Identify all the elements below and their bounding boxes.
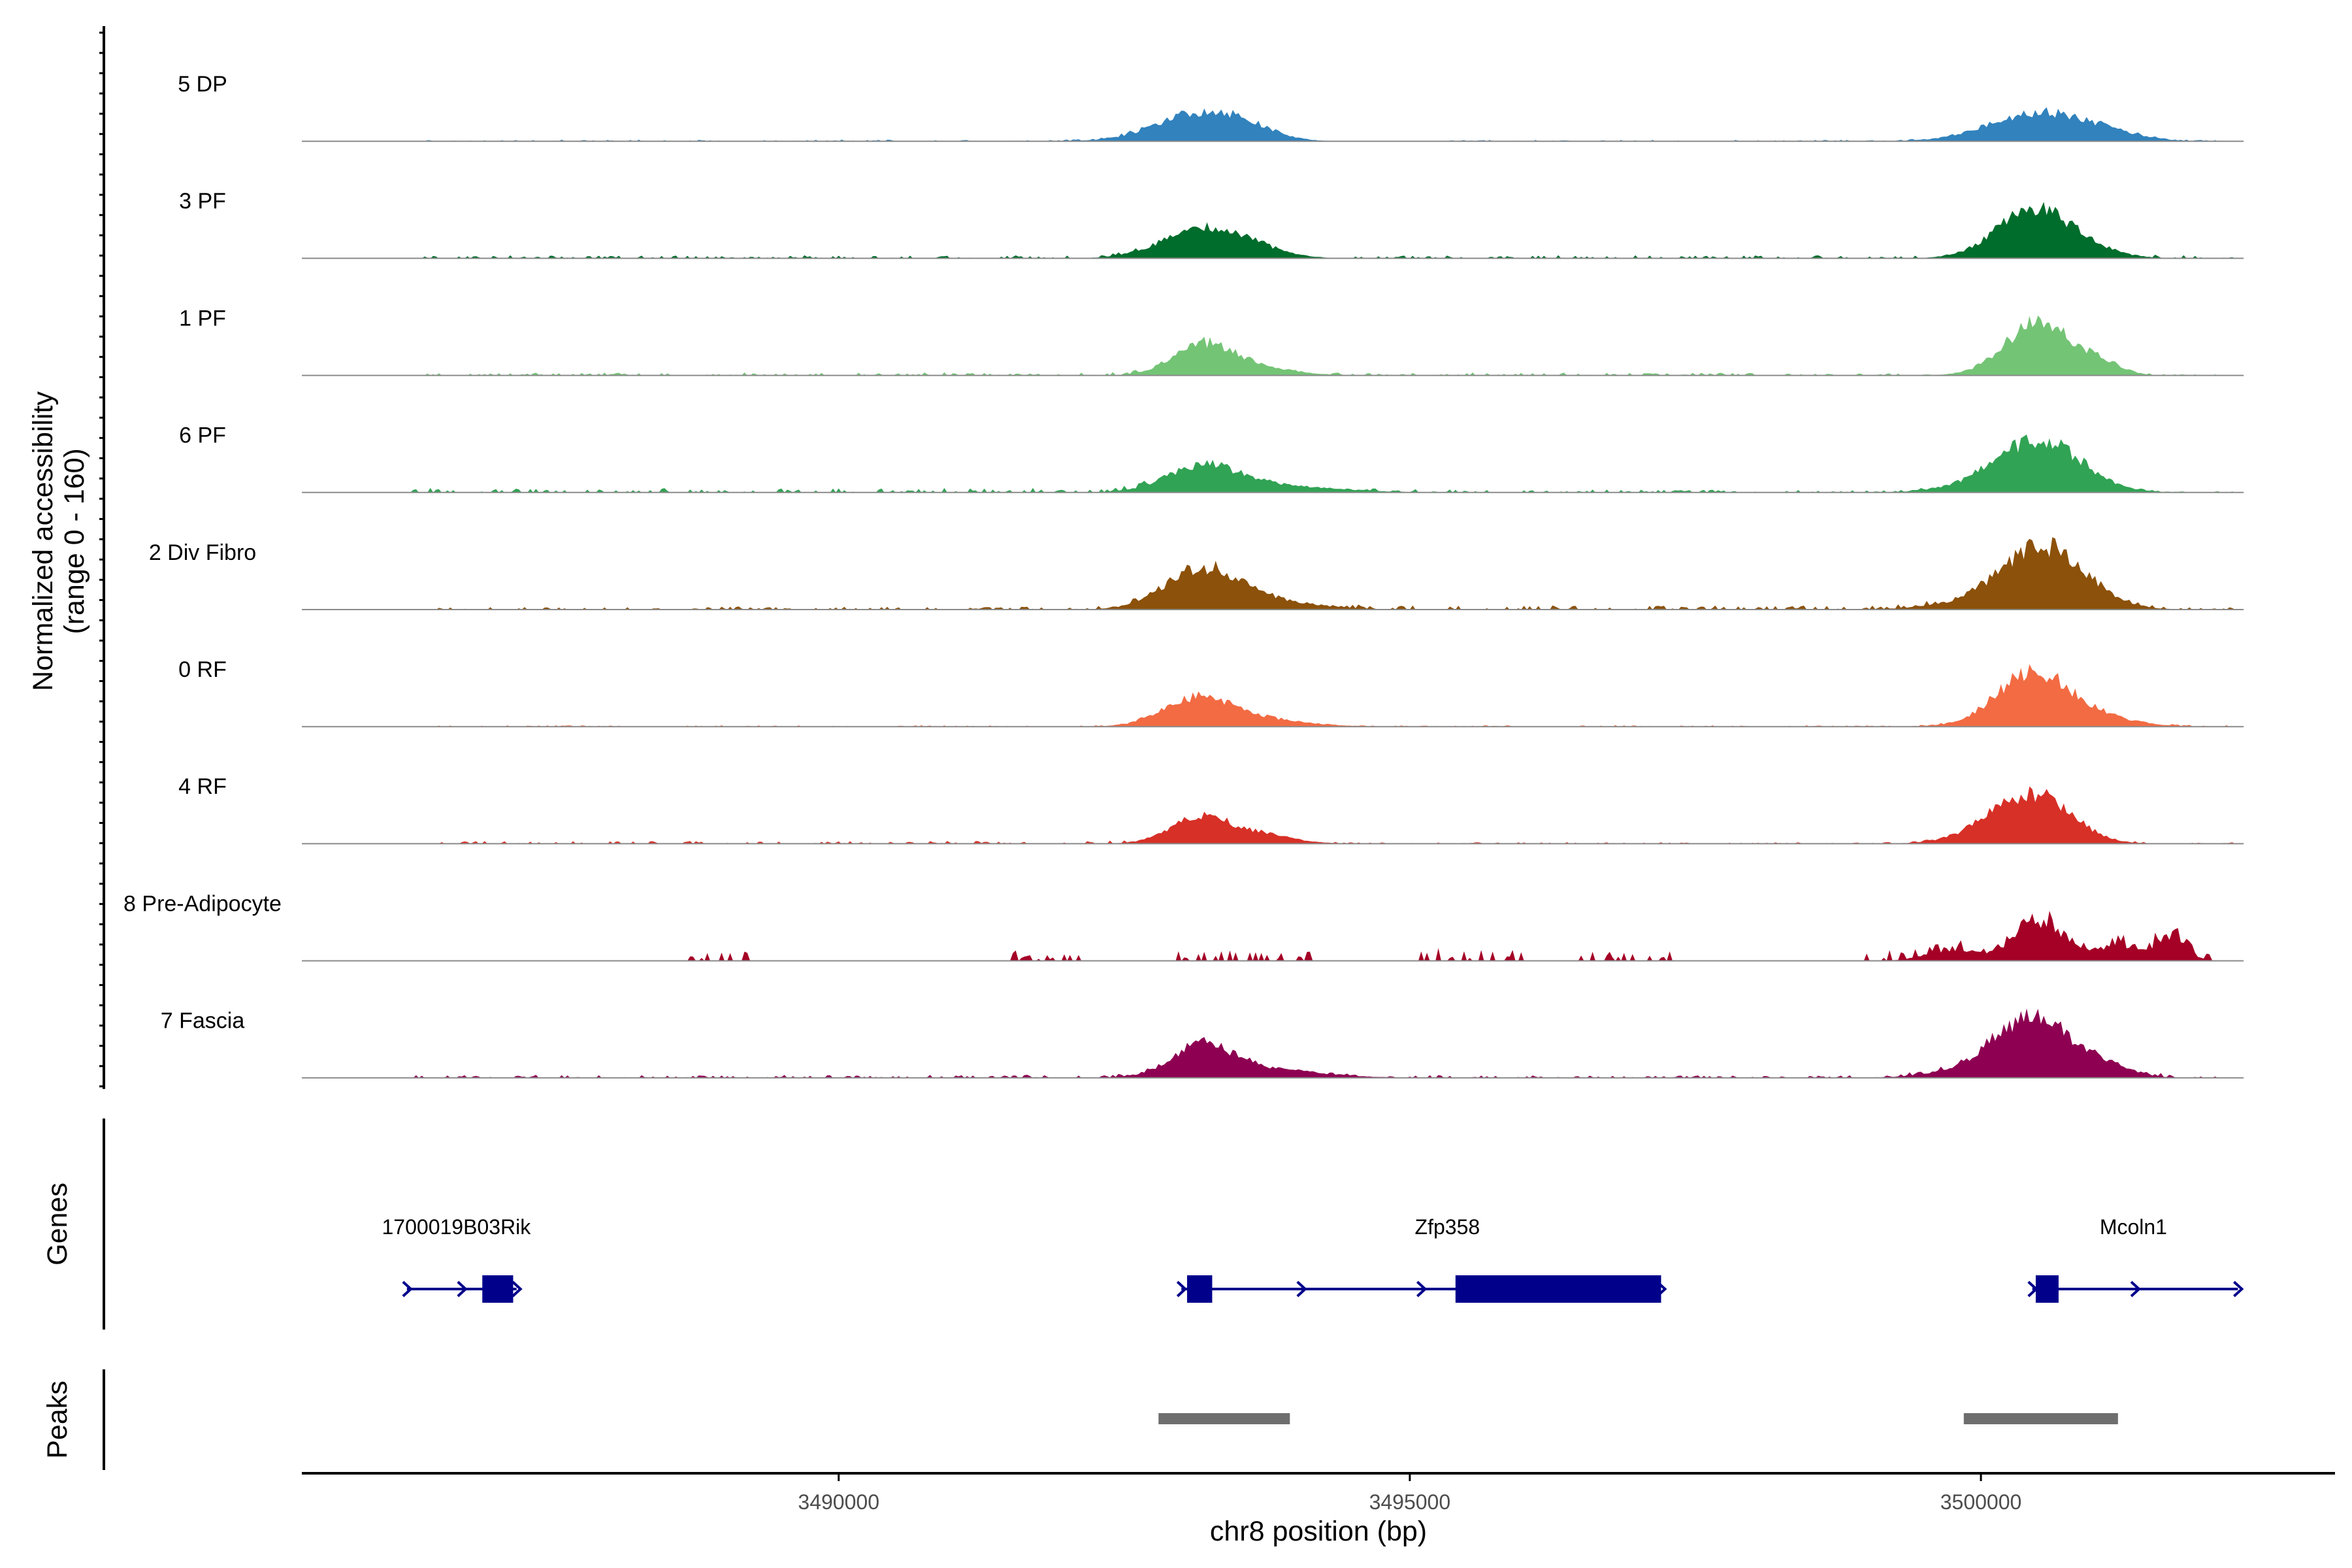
coverage-area (382, 107, 2244, 142)
coverage-track-3: 6 PF (179, 423, 2244, 493)
gene-exon (1455, 1275, 1661, 1303)
genes-panel-label: Genes (42, 1183, 73, 1266)
coverage-area (382, 786, 2244, 844)
coverage-track-8: 7 Fascia (161, 1008, 2244, 1079)
gene-strand-arrow (1176, 1281, 1188, 1298)
gene-exon (2035, 1275, 2059, 1303)
coverage-area (382, 911, 2244, 961)
gene-strand-arrow (1296, 1281, 1307, 1298)
coverage-track-4: 2 Div Fibro (149, 537, 2244, 610)
track-label: 8 Pre-Adipocyte (123, 891, 282, 916)
gene-2: Mcoln1 (2027, 1215, 2244, 1303)
coverage-axis-ticks (99, 31, 104, 1088)
track-label: 5 DP (178, 72, 227, 97)
plot-marks: 5 DP 3 PF 1 PF 6 PF 2 Div Fibro 0 RF 4 RF 8 Pre… (99, 26, 2335, 1514)
coverage-track-2: 1 PF (179, 306, 2244, 376)
gene-0: 1700019B03Rik (382, 1215, 532, 1303)
track-label: 6 PF (179, 423, 226, 448)
gene-strand-arrow (1416, 1281, 1428, 1298)
peak-region-0 (1158, 1413, 1290, 1424)
x-tick-label: 3495000 (1369, 1490, 1451, 1514)
coverage-ylabel-line1: Normalized accessibility (27, 391, 59, 691)
gene-strand-arrow (402, 1281, 413, 1298)
x-tick-label: 3490000 (798, 1490, 879, 1514)
coverage-y-axis-title: Normalized accessibility (range 0 - 160) (27, 391, 90, 691)
peak-region-1 (1963, 1413, 2118, 1424)
coverage-track-5: 0 RF (178, 657, 2244, 728)
gene-exon (1186, 1275, 1213, 1303)
track-label: 4 RF (178, 774, 227, 799)
gene-exon (482, 1275, 514, 1303)
gene-1: Zfp358 (1176, 1215, 1667, 1303)
coverage-track-0: 5 DP (178, 72, 2244, 142)
coverage-area (382, 664, 2244, 727)
track-label: 1 PF (179, 306, 226, 331)
gene-name: Zfp358 (1415, 1215, 1480, 1239)
coverage-area (382, 434, 2244, 493)
gene-strand-arrow (512, 1281, 523, 1298)
x-tick-label: 3500000 (1940, 1490, 2022, 1514)
track-label: 3 PF (179, 189, 226, 214)
coverage-ylabel-line2: (range 0 - 160) (59, 448, 90, 634)
peaks-panel-label: Peaks (42, 1380, 73, 1459)
coverage-area (382, 315, 2244, 376)
coverage-track-7: 8 Pre-Adipocyte (123, 891, 2244, 962)
coverage-area (382, 202, 2244, 259)
track-label: 2 Div Fibro (149, 540, 256, 565)
gene-strand-arrow (457, 1281, 468, 1298)
gene-name: 1700019B03Rik (382, 1215, 532, 1239)
coverage-area (382, 1008, 2244, 1078)
track-label: 7 Fascia (161, 1009, 245, 1034)
coverage-track-6: 4 RF (178, 774, 2244, 845)
coverage-track-1: 3 PF (179, 189, 2244, 259)
coverage-area (382, 537, 2244, 610)
track-label: 0 RF (178, 657, 227, 682)
gene-strand-arrow (2130, 1281, 2141, 1298)
x-axis-title: chr8 position (bp) (1210, 1516, 1427, 1547)
gene-name: Mcoln1 (2100, 1215, 2167, 1239)
gene-strand-arrow (2233, 1281, 2244, 1298)
